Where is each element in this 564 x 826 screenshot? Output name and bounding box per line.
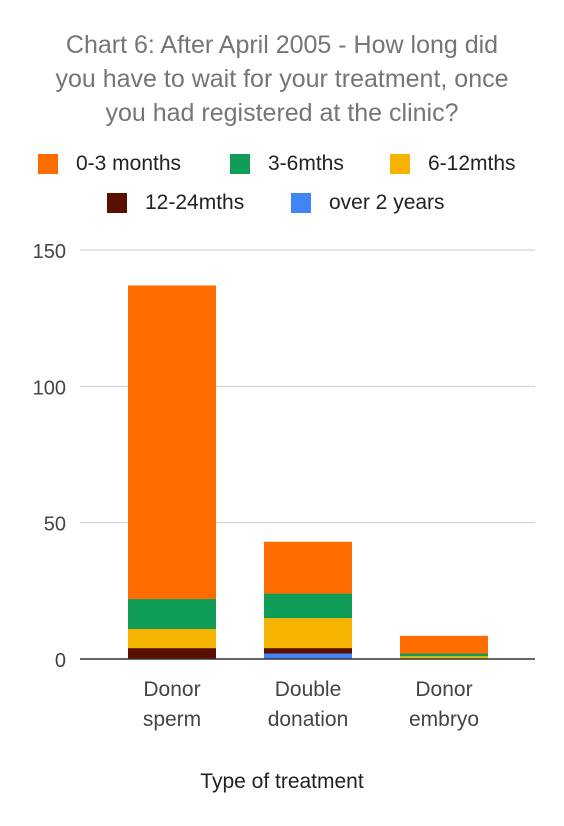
x-tick-label-3-2: embryo (409, 708, 479, 731)
x-axis-title: Type of treatment (200, 770, 364, 793)
legend-item-over-2-years: over 2 years (291, 189, 445, 217)
legend-swatch-12-24mths (107, 193, 127, 213)
bar-2-3-6mths (264, 593, 352, 619)
legend-label-0-3-months: 0-3 months (76, 152, 182, 175)
legend-label-over-2-years: over 2 years (329, 191, 445, 214)
x-tick-label-1-2: sperm (143, 708, 201, 731)
legend-swatch-6-12mths (390, 154, 410, 174)
legend-label-3-6mths: 3-6mths (268, 152, 344, 175)
legend-item-6-12mths: 6-12mths (390, 150, 516, 178)
bar-2-12-24mths (264, 648, 352, 654)
x-tick-label-1-1: Donor (143, 678, 200, 701)
x-tick-label-2-1: Double (275, 678, 342, 701)
bar-1-0-3-months (128, 285, 216, 600)
legend-swatch-3-6mths (230, 154, 250, 174)
bar-1-6-12mths (128, 629, 216, 649)
bar-2-6-12mths (264, 618, 352, 649)
chart-title-line-2: you have to wait for your treatment, onc… (55, 65, 509, 93)
legend-item-12-24mths: 12-24mths (107, 189, 244, 217)
y-tick-label-0: 0 (55, 650, 66, 672)
legend-row-1: 0-3 months 3-6mths 6-12mths (0, 150, 564, 178)
legend-swatch-0-3-months (38, 154, 58, 174)
legend-item-0-3-months: 0-3 months (38, 150, 181, 178)
bar-2-0-3-months (264, 541, 352, 594)
x-tick-label-2-2: donation (268, 708, 349, 731)
bar-1-3-6mths (128, 599, 216, 630)
y-tick-label-150: 150 (33, 241, 66, 263)
bar-3-3-6mths (400, 653, 488, 657)
x-tick-label-3-1: Donor (415, 678, 472, 701)
y-tick-label-50: 50 (44, 514, 66, 536)
legend-row-2: 12-24mths over 2 years (0, 189, 564, 217)
legend-label-6-12mths: 6-12mths (428, 152, 516, 175)
legend-item-3-6mths: 3-6mths (230, 150, 344, 178)
y-tick-label-100: 100 (33, 377, 66, 399)
bar-2-over-2-years (264, 653, 352, 659)
bar-1-12-24mths (128, 648, 216, 659)
chart-title: Chart 6: After April 2005 - How long did… (0, 28, 564, 130)
legend-swatch-over-2-years (291, 193, 311, 213)
bar-3-0-3-months (400, 635, 488, 654)
chart-title-line-3: you had registered at the clinic? (105, 99, 459, 127)
legend-label-12-24mths: 12-24mths (145, 191, 245, 214)
chart-title-line-1: Chart 6: After April 2005 - How long did (65, 31, 499, 59)
bar-3-6-12mths (400, 656, 488, 659)
